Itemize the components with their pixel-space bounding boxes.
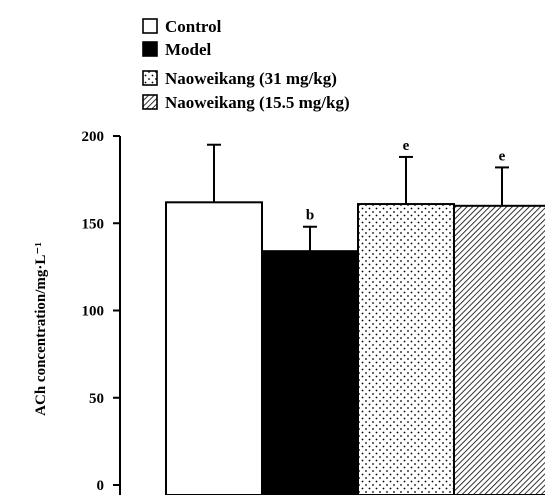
legend-label: Naoweikang (15.5 mg/kg) xyxy=(165,93,350,112)
y-axis-label: ACh concentration/mg·L⁻¹ xyxy=(33,242,49,416)
legend-swatch xyxy=(142,70,158,86)
bars: b e e xyxy=(165,138,545,495)
legend-label: Naoweikang (31 mg/kg) xyxy=(165,69,337,88)
y-axis-ticks: 0 50 100 150 200 xyxy=(82,129,120,494)
significance-label: e xyxy=(403,138,410,154)
legend-swatch xyxy=(142,94,158,110)
y-tick-label: 200 xyxy=(82,129,105,145)
significance-label: b xyxy=(306,208,314,224)
legend-label: Control xyxy=(165,17,222,36)
y-tick-label: 50 xyxy=(89,391,104,407)
bar-naoweikang-31-mg-kg xyxy=(357,203,455,495)
bar-control xyxy=(165,201,263,495)
bar-naoweikang-15-5-mg-kg xyxy=(453,204,545,495)
y-tick-label: 150 xyxy=(82,216,105,232)
legend-label: Model xyxy=(165,40,212,59)
y-tick-label: 0 xyxy=(97,478,105,494)
significance-label: e xyxy=(499,148,506,164)
bar-model xyxy=(261,250,359,495)
legend: Control Model Naoweikang (31 mg/kg) Naoweik… xyxy=(142,17,350,112)
legend-swatch xyxy=(142,41,158,57)
y-tick-label: 100 xyxy=(82,304,105,320)
legend-swatch xyxy=(142,18,158,34)
